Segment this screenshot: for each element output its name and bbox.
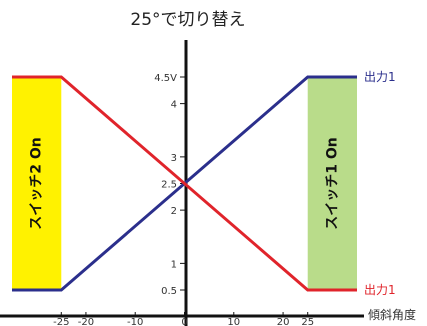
x-tick-label: 25 [301,317,314,326]
x-tick-label: 0 [181,317,187,326]
x-tick-label: -10 [127,317,143,326]
series-line-2 [12,75,357,292]
series-label-1: 出力1 [364,70,396,84]
band-switch1 [307,77,357,290]
y-tick-label: 4.5V [154,73,177,84]
x-tick-label: -25 [53,317,69,326]
band-switch2 [12,77,62,290]
bands-layer [12,77,357,290]
x-axis-label: 傾斜角度 [368,307,416,322]
series-layer [12,75,357,292]
y-tick-label: 2 [171,206,177,217]
band-label-switch2: スイッチ2 On [29,137,45,229]
y-tick-label: 3 [171,153,177,164]
x-tick-label: 10 [227,317,240,326]
series-label-2: 出力1 [364,283,396,297]
chart-title: 25°で切り替え [130,10,245,30]
labels-layer: スイッチ2 On スイッチ1 On 4.5V 4 3 2.5 2 1 0.5 -25 -20 -10 0… [29,70,416,326]
y-tick-label: 1 [171,259,177,270]
y-tick-label: 0.5 [161,286,177,297]
x-tick-label: -20 [78,317,94,326]
x-tick-label: 20 [277,317,290,326]
y-tick-label: 4 [171,100,177,111]
band-label-switch1: スイッチ1 On [324,137,340,229]
y-tick-label: 2.5 [161,180,177,191]
